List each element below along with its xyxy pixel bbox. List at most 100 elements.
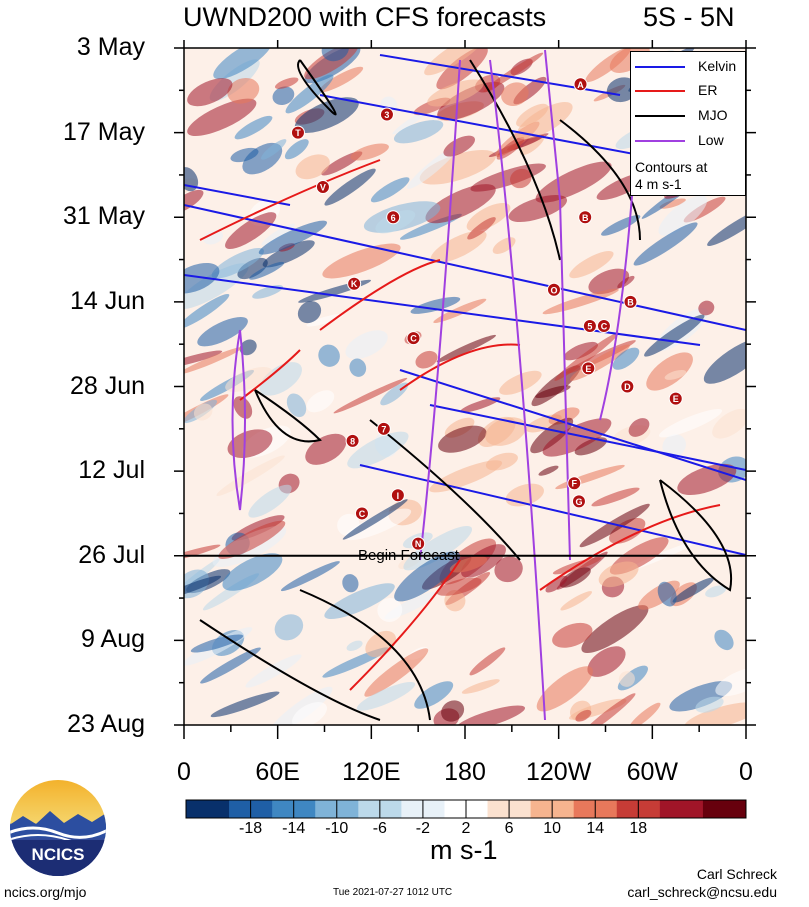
footer-email[interactable]: carl_schreck@ncsu.edu [627, 884, 777, 900]
storm-marker-label: 8 [350, 436, 355, 446]
wave-contour [544, 49, 571, 561]
legend-swatch-low [635, 140, 685, 142]
anomaly-patch [545, 575, 568, 593]
anomaly-patch [437, 81, 505, 121]
legend-swatch-er [635, 90, 685, 92]
anomaly-patch [222, 553, 283, 591]
anomaly-patch [184, 350, 223, 368]
anomaly-patch [542, 288, 619, 315]
wave-contour [231, 329, 246, 511]
anomaly-patch [349, 358, 367, 377]
storm-marker [379, 107, 394, 122]
anomaly-patch [333, 377, 408, 414]
wave-contour [429, 404, 746, 471]
anomaly-patch [184, 189, 204, 214]
anomaly-patch [210, 691, 280, 718]
anomaly-patch [579, 503, 650, 548]
anomaly-patch [345, 330, 388, 360]
storm-marker-label: A [577, 80, 584, 90]
anomaly-patch [430, 230, 487, 263]
anomaly-patch [239, 339, 257, 356]
x-tick-label: 120E [342, 758, 401, 786]
anomaly-patch [559, 567, 591, 588]
storm-marker-label: 6 [391, 213, 396, 223]
y-tick-label: 14 Jun [69, 286, 145, 315]
anomaly-patch [714, 629, 734, 651]
anomaly-patch [598, 561, 639, 588]
anomaly-patch [580, 693, 636, 725]
forecast-label: Begin Forecast [358, 547, 459, 564]
anomaly-patch [184, 544, 221, 562]
anomaly-patch [261, 223, 295, 246]
anomaly-patch [466, 202, 511, 232]
anomaly-patch [427, 79, 484, 107]
anomaly-patch [698, 300, 715, 316]
anomaly-patch [441, 700, 465, 722]
colorbar-tick-label: -14 [282, 820, 306, 837]
storm-marker [573, 77, 588, 92]
colorbar-tick-label: 14 [586, 820, 605, 837]
anomaly-patch [392, 109, 430, 135]
storm-marker-label: C [601, 322, 608, 332]
legend-swatch-mjo [635, 115, 685, 117]
legend-label-low: Low [698, 132, 724, 148]
anomaly-patch [187, 98, 257, 137]
storm-marker-label: C [359, 509, 366, 519]
anomaly-patch [662, 434, 687, 458]
anomaly-patch [461, 679, 500, 694]
anomaly-patch [659, 198, 686, 209]
y-tick-label: 31 May [63, 202, 145, 231]
legend-item-er: ER [633, 82, 745, 100]
anomaly-patch [436, 334, 496, 363]
anomaly-patch [575, 709, 592, 722]
storm-marker-label: I [397, 491, 400, 501]
anomaly-patch [292, 702, 327, 725]
storm-marker [411, 536, 426, 551]
footer-url[interactable]: ncics.org/mjo [4, 884, 87, 900]
anomaly-patch [460, 397, 501, 413]
anomaly-patch [227, 77, 260, 104]
anomaly-patch [262, 240, 315, 268]
storm-marker [620, 379, 635, 394]
anomaly-patch [715, 666, 746, 697]
storm-marker-label: O [550, 285, 557, 295]
anomaly-patch [563, 341, 598, 361]
storm-marker [386, 210, 401, 225]
anomaly-patch [569, 250, 614, 279]
anomaly-patch [705, 585, 727, 598]
storm-marker-label: D [624, 382, 631, 392]
anomaly-patch [272, 86, 295, 105]
anomaly-patch [658, 195, 708, 236]
storm-marker [623, 294, 638, 309]
wave-contour [349, 559, 461, 691]
colorbar-tick-label: 18 [629, 820, 648, 837]
storm-marker [315, 180, 330, 195]
anomaly-patch [425, 184, 496, 224]
anomaly-patch [184, 575, 222, 598]
anomaly-patch [657, 581, 677, 607]
wave-contour [359, 464, 746, 556]
anomaly-patch [193, 403, 213, 421]
anomaly-patch [707, 208, 746, 247]
storm-marker [546, 282, 561, 297]
anomaly-patch [436, 577, 482, 596]
anomaly-patch [530, 417, 574, 454]
y-tick-label: 3 May [76, 33, 145, 61]
anomaly-patch [554, 332, 619, 381]
storm-marker [668, 391, 683, 406]
anomaly-patch [612, 347, 640, 370]
anomaly-patch [324, 168, 376, 206]
wave-contour [254, 389, 322, 443]
legend-note-line-2: 4 m s-1 [635, 176, 682, 192]
anomaly-patch [587, 646, 626, 677]
wave-contour [399, 343, 521, 391]
anomaly-patch [684, 702, 746, 725]
wave-contour [184, 184, 291, 206]
anomaly-patch [552, 622, 593, 648]
anomaly-patch [591, 487, 640, 507]
anomaly-patch [286, 393, 307, 418]
y-tick-label: 26 Jul [78, 540, 145, 569]
x-tick-label: 60W [626, 758, 679, 786]
y-tick-label: 17 May [63, 117, 145, 146]
anomaly-patch [449, 556, 488, 573]
